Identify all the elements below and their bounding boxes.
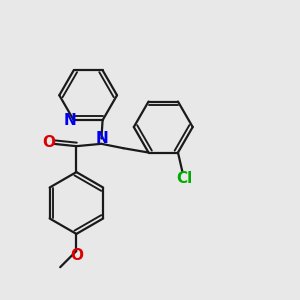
Text: N: N xyxy=(63,113,76,128)
Text: N: N xyxy=(96,131,108,146)
Text: Cl: Cl xyxy=(177,171,193,186)
Text: O: O xyxy=(70,248,83,263)
Text: O: O xyxy=(42,134,55,149)
